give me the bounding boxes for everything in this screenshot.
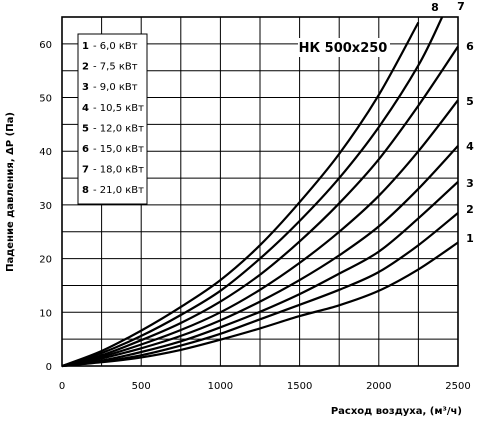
legend-box xyxy=(77,33,148,205)
x-tick-label: 2500 xyxy=(445,381,470,392)
legend-entry-text: - 10,5 кВт xyxy=(93,103,144,114)
series-line-2 xyxy=(61,212,459,368)
legend-number: 5 xyxy=(82,123,89,134)
y-ticks: 0 10 20 30 40 50 60 xyxy=(39,40,52,373)
y-tick-label: 30 xyxy=(39,201,52,212)
series-line-1 xyxy=(61,241,459,368)
legend-entry-text: - 6,0 кВт xyxy=(93,41,138,52)
x-tick-label: 500 xyxy=(132,381,151,392)
legend-number: 4 xyxy=(82,103,89,114)
y-tick-label: 50 xyxy=(39,94,52,105)
legend-entry-text: - 18,0 кВт xyxy=(93,165,144,176)
legend-entry-text: - 9,0 кВт xyxy=(93,82,138,93)
series-label-5: 5 xyxy=(466,95,474,108)
x-ticks: 0 500 1000 1500 2000 2500 xyxy=(59,381,471,392)
model-label-background xyxy=(298,38,390,57)
series-label-3: 3 xyxy=(466,177,474,190)
legend-number: 1 xyxy=(82,41,89,52)
y-tick-label: 20 xyxy=(39,255,52,266)
legend: 1 - 6,0 кВт 2 - 7,5 кВт 3 - 9,0 кВт 4 - 10,5 кВ… xyxy=(77,33,148,205)
series-lines xyxy=(61,16,459,368)
legend-entry-text: - 15,0 кВт xyxy=(93,144,144,155)
legend-number: 8 xyxy=(82,185,89,196)
legend-entry-text: - 12,0 кВт xyxy=(93,123,144,134)
x-tick-label: 1500 xyxy=(287,381,312,392)
series-line-7 xyxy=(61,16,444,368)
series-line-8 xyxy=(61,21,420,368)
series-label-8: 8 xyxy=(431,1,439,14)
model-label: НК 500x250 xyxy=(299,41,388,56)
legend-entry-text: - 21,0 кВт xyxy=(93,185,144,196)
series-label-4: 4 xyxy=(466,140,474,153)
series-line-5 xyxy=(61,99,459,368)
series-label-6: 6 xyxy=(466,40,474,53)
series-line-4 xyxy=(61,145,459,368)
series-labels: 1 2 3 4 5 6 7 8 xyxy=(431,0,474,245)
y-tick-label: 10 xyxy=(39,308,52,319)
y-tick-label: 40 xyxy=(39,147,52,158)
series-label-7: 7 xyxy=(457,0,465,13)
x-tick-label: 2000 xyxy=(366,381,391,392)
legend-number: 6 xyxy=(82,144,89,155)
series-line-3 xyxy=(61,180,459,368)
y-axis-label: Падение давления, ΔP (Па) xyxy=(5,112,16,272)
model-box: НК 500x250 xyxy=(298,38,390,57)
series-label-1: 1 xyxy=(466,232,474,245)
legend-number: 3 xyxy=(82,82,89,93)
x-tick-label: 0 xyxy=(59,381,65,392)
series-line-6 xyxy=(61,45,459,368)
legend-number: 2 xyxy=(82,62,89,73)
x-axis-label: Расход воздуха, (м³/ч) xyxy=(331,406,462,417)
x-tick-label: 1000 xyxy=(208,381,233,392)
y-tick-label: 0 xyxy=(46,362,52,373)
legend-number: 7 xyxy=(82,165,89,176)
legend-entry-text: - 7,5 кВт xyxy=(93,62,138,73)
series-label-2: 2 xyxy=(466,203,474,216)
y-tick-label: 60 xyxy=(39,40,52,51)
